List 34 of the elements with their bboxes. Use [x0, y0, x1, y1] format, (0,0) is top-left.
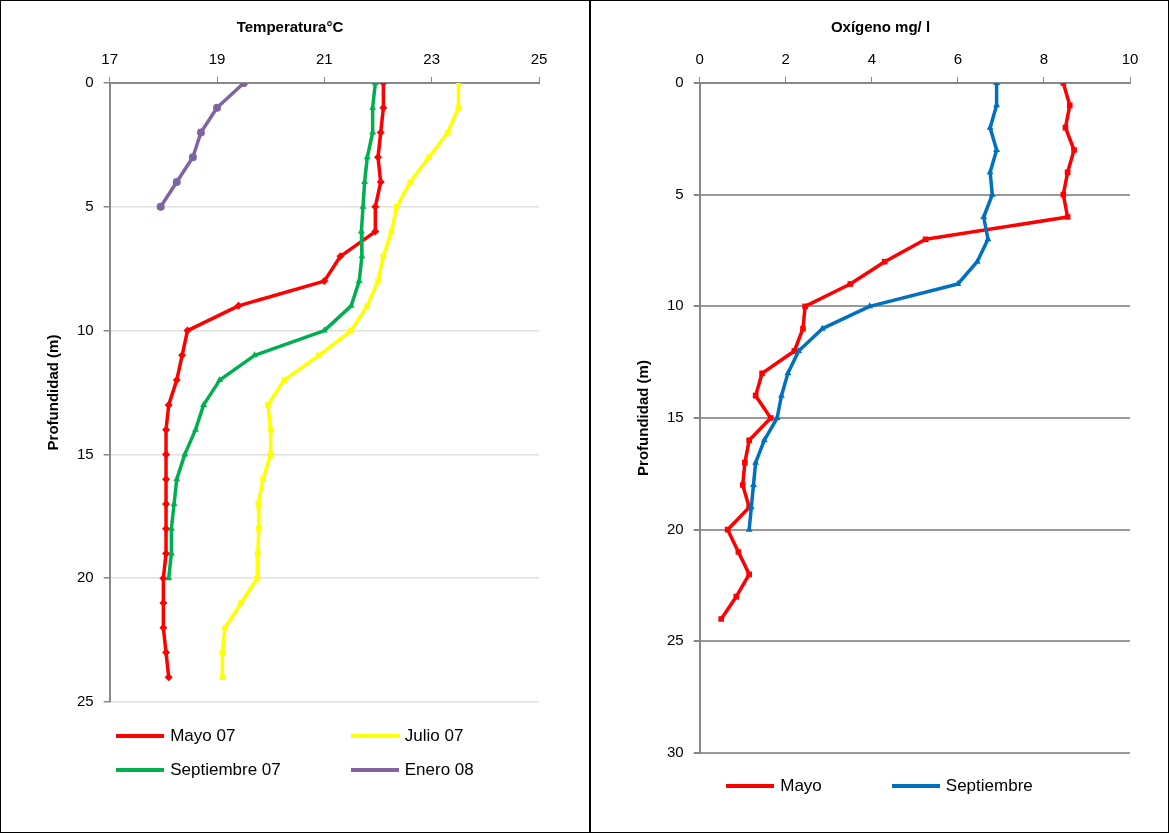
chart-title: Oxígeno mg/ l — [830, 18, 931, 36]
x-tick-label: 0 — [695, 50, 704, 68]
y-tick-label: 5 — [675, 184, 684, 202]
y-tick-label: 10 — [667, 296, 684, 314]
y-axis-title: Profundidad (m) — [634, 360, 652, 476]
x-tick-label: 8 — [1039, 50, 1049, 68]
legend-label: Septiembre 07 — [170, 760, 281, 780]
y-tick-label: 25 — [667, 631, 684, 649]
y-tick-label: 15 — [77, 444, 94, 462]
x-tick-label: 23 — [423, 50, 441, 68]
x-tick-label: 21 — [316, 50, 333, 68]
x-tick-label: 2 — [781, 50, 790, 68]
y-tick-label: 5 — [85, 196, 94, 214]
legend-label: Mayo — [780, 776, 822, 796]
y-axis-title: Profundidad (m) — [44, 334, 62, 451]
y-tick-label: 0 — [85, 73, 94, 91]
legend-label: Julio 07 — [404, 726, 464, 746]
y-tick-label: 10 — [77, 320, 94, 338]
x-tick-label: 6 — [953, 50, 963, 68]
x-tick-label: 10 — [1121, 50, 1139, 68]
y-tick-label: 20 — [77, 568, 94, 586]
y-tick-label: 25 — [77, 692, 94, 710]
y-tick-label: 30 — [667, 743, 684, 761]
y-tick-label: 0 — [675, 73, 684, 91]
x-tick-label: 17 — [101, 50, 119, 68]
legend-label: Mayo 07 — [170, 726, 236, 746]
y-tick-label: 20 — [667, 519, 684, 537]
x-tick-label: 4 — [867, 50, 876, 68]
x-tick-label: 19 — [208, 50, 226, 68]
chart-title: Temperatura°C — [236, 18, 344, 36]
x-tick-label: 25 — [530, 50, 548, 68]
legend-label: Septiembre — [945, 776, 1033, 796]
legend-label: Enero 08 — [404, 760, 474, 780]
y-tick-label: 15 — [667, 408, 684, 426]
